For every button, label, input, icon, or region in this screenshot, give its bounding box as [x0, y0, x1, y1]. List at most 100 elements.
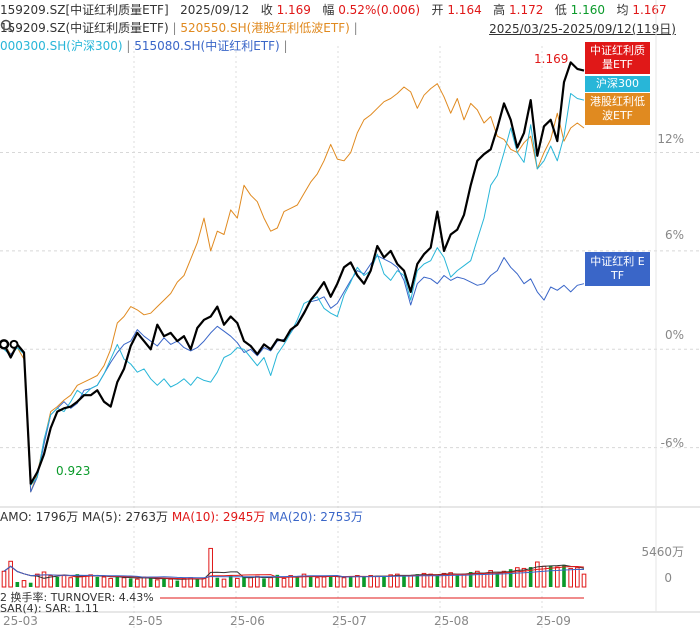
- volume-bar: [268, 577, 273, 588]
- volume-bar: [55, 577, 60, 587]
- last-value-label: 1.169: [534, 52, 569, 66]
- high-label: 高: [493, 3, 506, 17]
- volume-bar: [15, 582, 20, 587]
- volume-bar: [581, 573, 587, 588]
- series-line-div: [3, 255, 585, 493]
- volume-bar: [495, 573, 500, 587]
- search-icon[interactable]: [0, 19, 14, 33]
- volume-bar: [575, 567, 580, 588]
- volume-bar: [35, 573, 40, 588]
- volume-bar: [308, 576, 313, 587]
- volume-bar: [555, 566, 560, 588]
- volume-bar: [481, 572, 487, 588]
- volume-bar: [61, 575, 67, 588]
- volume-bar: [521, 567, 527, 588]
- volume-bar: [255, 575, 260, 588]
- avg-label: 均: [616, 3, 629, 17]
- change-label: 幅: [322, 3, 335, 17]
- volume-bar: [95, 577, 100, 587]
- legend-separator: |: [172, 21, 177, 35]
- start-point-marker: [0, 339, 10, 350]
- volume-bar: [81, 575, 87, 588]
- volume-bar: [535, 561, 540, 588]
- volume-bar: [475, 570, 480, 588]
- volume-bar: [148, 578, 153, 587]
- legend-hs300[interactable]: 000300.SH(沪深300): [0, 39, 123, 53]
- series-tag-hk: 港股红利低波ETF: [585, 93, 650, 125]
- change-value: 0.52%(0.006): [338, 3, 421, 17]
- volume-bar: [208, 547, 213, 588]
- volume-zero-label: 0: [664, 571, 672, 585]
- volume-bar: [115, 576, 120, 587]
- y-tick-label: 0%: [664, 328, 684, 342]
- volume-top-label: 5460万: [641, 545, 684, 559]
- volume-bar: [242, 577, 246, 587]
- volume-bar: [28, 582, 33, 587]
- volume-bar: [121, 577, 127, 588]
- volume-bar: [175, 580, 180, 587]
- volume-bar: [288, 575, 293, 588]
- date-range[interactable]: 2025/03/25-2025/09/12(119日): [489, 22, 676, 36]
- legend-separator: |: [283, 39, 288, 53]
- amo-ma20: MA(20): 2753万: [269, 510, 363, 524]
- series-tag-hs300: 沪深300: [585, 76, 650, 92]
- x-tick-label: 25-03: [3, 614, 38, 628]
- volume-bar: [101, 576, 107, 588]
- y-tick-label: 12%: [657, 132, 684, 146]
- volume-bar: [468, 572, 473, 587]
- volume-bar: [388, 574, 393, 588]
- volume-bar: [128, 578, 133, 587]
- volume-bar: [108, 577, 113, 588]
- close-value: 1.169: [276, 3, 311, 17]
- volume-bar: [75, 574, 80, 587]
- series-tag-div: 中证红利 E TF: [585, 252, 650, 286]
- security-code: 159209.SZ[中证红利质量ETF]: [0, 3, 169, 17]
- quote-date: 2025/09/12: [180, 3, 250, 17]
- volume-bar: [275, 574, 280, 587]
- volume-bar: [402, 575, 406, 587]
- volume-bar: [341, 577, 347, 588]
- volume-bar: [408, 575, 413, 588]
- y-tick-label: -6%: [660, 436, 684, 450]
- amo-ma5: MA(5): 2763万: [82, 510, 168, 524]
- legend-hk[interactable]: 520550.SH(港股红利低波ETF): [180, 21, 350, 35]
- avg-value: 1.167: [632, 3, 667, 17]
- volume-bar: [135, 578, 140, 588]
- legend-div[interactable]: 515080.SH(中证红利ETF): [134, 39, 280, 53]
- x-tick-label: 25-07: [332, 614, 367, 628]
- volume-bar: [1, 570, 7, 588]
- volume-bar: [515, 567, 520, 588]
- legend-separator: |: [126, 39, 131, 53]
- series-line-hk: [3, 83, 585, 493]
- legend-separator: |: [353, 21, 358, 35]
- volume-bar: [435, 575, 440, 587]
- x-tick-label: 25-08: [434, 614, 469, 628]
- volume-bar: [548, 565, 553, 587]
- legend-main[interactable]: 159209.SZ(中证红利质量ETF): [0, 21, 169, 35]
- volume-bar: [215, 577, 220, 587]
- open-value: 1.164: [447, 3, 482, 17]
- start-point-marker: [9, 339, 19, 349]
- x-tick-label: 25-06: [230, 614, 265, 628]
- volume-bar: [221, 578, 227, 588]
- volume-bar: [262, 578, 266, 587]
- legend-line-2: 000300.SH(沪深300) | 515080.SH(中证红利ETF) |: [0, 37, 288, 55]
- volume-bar: [562, 564, 566, 587]
- volume-bar: [461, 573, 467, 588]
- volume-bar: [68, 577, 73, 588]
- volume-bar: [348, 576, 353, 587]
- volume-bar: [375, 575, 380, 588]
- volume-bar: [301, 573, 307, 588]
- amo-ma10: MA(10): 2945万: [171, 510, 266, 524]
- volume-bar: [21, 580, 27, 588]
- volume-bar: [141, 576, 147, 588]
- volume-ma-line: [3, 565, 585, 579]
- legend-line-1: 159209.SZ(中证红利质量ETF) | 520550.SH(港股红利低波E…: [0, 19, 358, 37]
- volume-bar: [501, 570, 507, 588]
- volume-bar: [568, 567, 573, 588]
- series-line-main: [3, 61, 585, 485]
- volume-bar: [295, 577, 300, 587]
- amo-value: AMO: 1796万: [0, 510, 79, 524]
- series-tag-main: 中证红利质量ETF: [585, 42, 650, 74]
